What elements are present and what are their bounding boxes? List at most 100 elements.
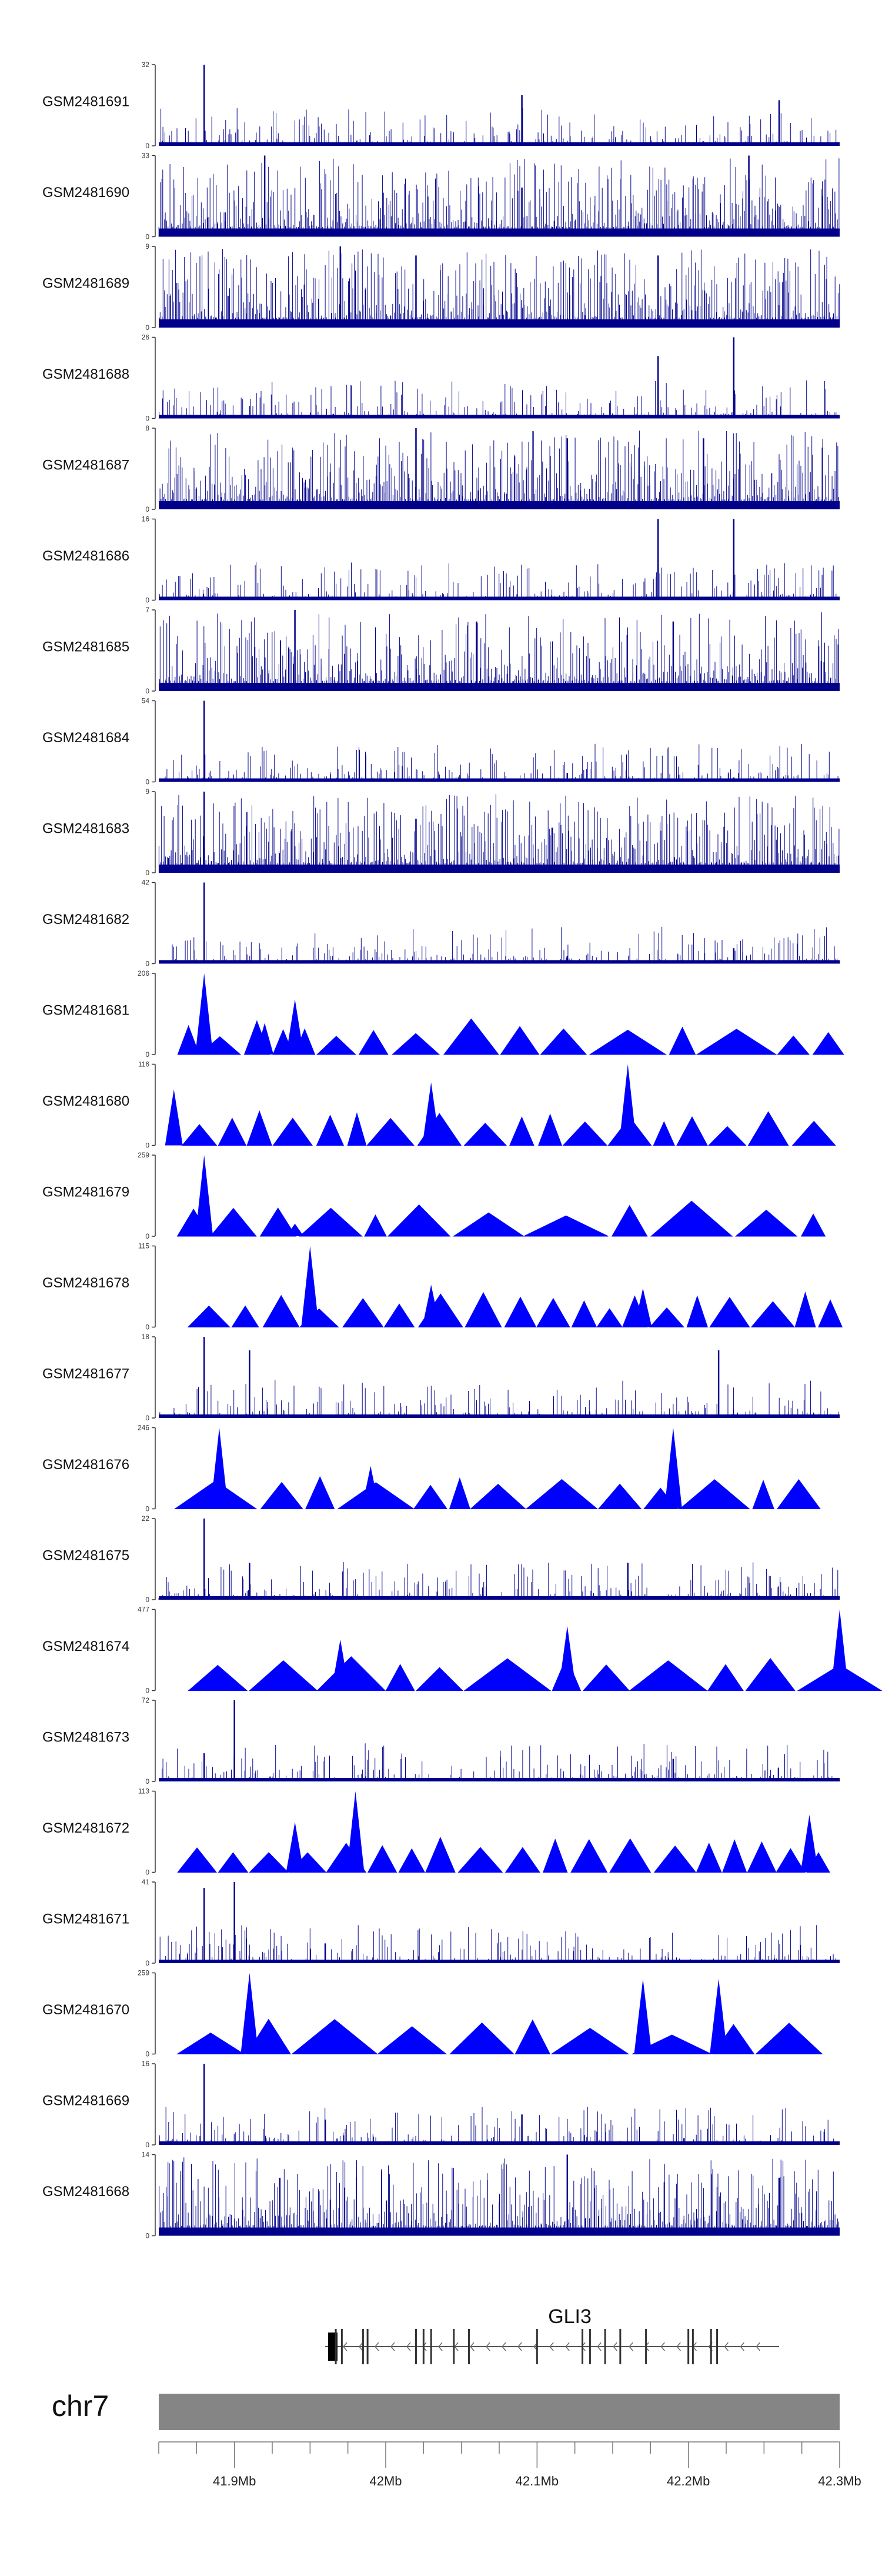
y-tick-label: 0 [145,323,149,332]
x-tick-label: 41.9Mb [213,2474,256,2488]
y-tick-label: 0 [145,233,149,241]
signal-tents [181,1110,836,1146]
signal-bars [159,1743,840,1781]
y-tick-label: 8 [145,424,149,432]
track-label: GSM2481670 [42,2002,129,2018]
track-label: GSM2481684 [42,730,129,746]
signal-bars [159,380,840,419]
track-GSM2481683: GSM2481683 9 0 [42,788,840,877]
signal-bars [159,612,839,691]
strand-arrow [597,2342,602,2351]
chromosome-label: chr7 [52,2390,109,2422]
strand-arrow [740,2342,745,2351]
gene-exon [362,2329,364,2364]
signal-bars [159,1380,840,1418]
signal-bars [159,926,840,964]
y-tick-label: 32 [142,61,150,69]
signal-peak [392,1227,410,1236]
track-GSM2481681: GSM2481681 206 0 [42,969,844,1059]
track-GSM2481680: GSM2481680 116 0 [42,1060,836,1150]
strand-arrow [517,2342,522,2351]
chromosome-track: chr7 [52,2390,840,2430]
y-tick-label: 0 [145,1959,149,1967]
signal-peak [331,1639,349,1691]
y-tick-label: 0 [145,1142,149,1150]
track-label: GSM2481685 [42,639,129,655]
signal-peak [286,999,304,1055]
x-tick-label: 42Mb [369,2474,402,2488]
gene-track: GLI3 [325,2305,780,2364]
track-label: GSM2481674 [42,1639,129,1654]
track-label: GSM2481673 [42,1729,129,1745]
y-tick-label: 0 [145,596,149,605]
y-tick-label: 0 [145,1232,149,1240]
gene-exon [430,2329,432,2364]
y-tick-label: 16 [142,2060,150,2068]
signal-baseline [159,1596,840,1600]
track-GSM2481677: GSM2481677 18 0 [42,1333,840,1422]
y-tick-label: 246 [138,1424,149,1432]
strand-arrow [549,2342,554,2351]
y-tick-label: 116 [138,1060,149,1069]
signal-peak [634,1978,652,2054]
y-tick-label: 0 [145,960,149,968]
track-label: GSM2481686 [42,548,129,564]
y-tick-label: 22 [142,1514,150,1523]
y-tick-label: 42 [142,879,150,887]
strand-arrow [342,2342,348,2351]
track-GSM2481682: GSM2481682 42 0 [42,879,840,968]
track-GSM2481668: GSM2481668 14 0 [42,2151,840,2240]
signal-peak [422,1082,440,1146]
signal-bars [159,2107,840,2145]
track-GSM2481674: GSM2481674 477 0 [42,1606,882,1695]
signal-bars [159,249,840,328]
y-tick-label: 0 [145,869,149,877]
track-GSM2481685: GSM2481685 7 0 [42,606,840,695]
track-label: GSM2481676 [42,1457,129,1473]
strand-arrow [406,2342,411,2351]
signal-baseline [159,596,840,600]
strand-arrow [565,2342,570,2351]
gene-exon [366,2329,369,2364]
track-GSM2481676: GSM2481676 246 0 [42,1424,821,1513]
y-tick-label: 0 [145,1777,149,1786]
y-tick-label: 0 [145,142,149,150]
track-GSM2481687: GSM2481687 8 0 [42,424,840,513]
y-tick-label: 18 [142,1333,150,1341]
y-tick-label: 16 [142,515,150,523]
y-tick-label: 259 [138,1151,149,1159]
signal-bars [159,431,839,509]
track-GSM2481679: GSM2481679 259 0 [42,1151,826,1240]
track-GSM2481675: GSM2481675 22 0 [42,1514,840,1604]
gene-exon [453,2329,455,2364]
gene-exon [468,2329,470,2364]
signal-peak [619,1064,637,1146]
signal-bars [158,794,840,873]
x-axis: 41.9Mb 42Mb 42.1Mb 42.2Mb 42.3Mb [158,2441,861,2488]
track-label: GSM2481669 [42,2093,129,2108]
track-GSM2481690: GSM2481690 33 0 [42,152,840,241]
track-GSM2481688: GSM2481688 26 0 [42,333,840,423]
y-tick-label: 115 [138,1242,149,1250]
signal-baseline [159,319,840,328]
track-label: GSM2481690 [42,185,129,201]
signal-peak [195,973,213,1055]
gene-exon [415,2329,417,2364]
y-tick-label: 0 [145,1596,149,1604]
track-label: GSM2481683 [42,820,129,836]
gene-exon [645,2329,647,2364]
track-label: GSM2481675 [42,1547,129,1563]
signal-peak [165,1089,183,1146]
signal-tents [177,1018,844,1055]
signal-baseline [159,415,840,419]
y-tick-label: 477 [138,1606,149,1614]
signal-tents [187,1291,843,1327]
signal-bars [159,1925,839,1963]
signal-baseline [159,142,840,146]
x-tick-label: 42.1Mb [516,2474,559,2488]
gene-exon [716,2329,719,2364]
track-label: GSM2481688 [42,366,129,382]
signal-baseline [159,1960,840,1963]
strand-arrow [486,2342,490,2351]
